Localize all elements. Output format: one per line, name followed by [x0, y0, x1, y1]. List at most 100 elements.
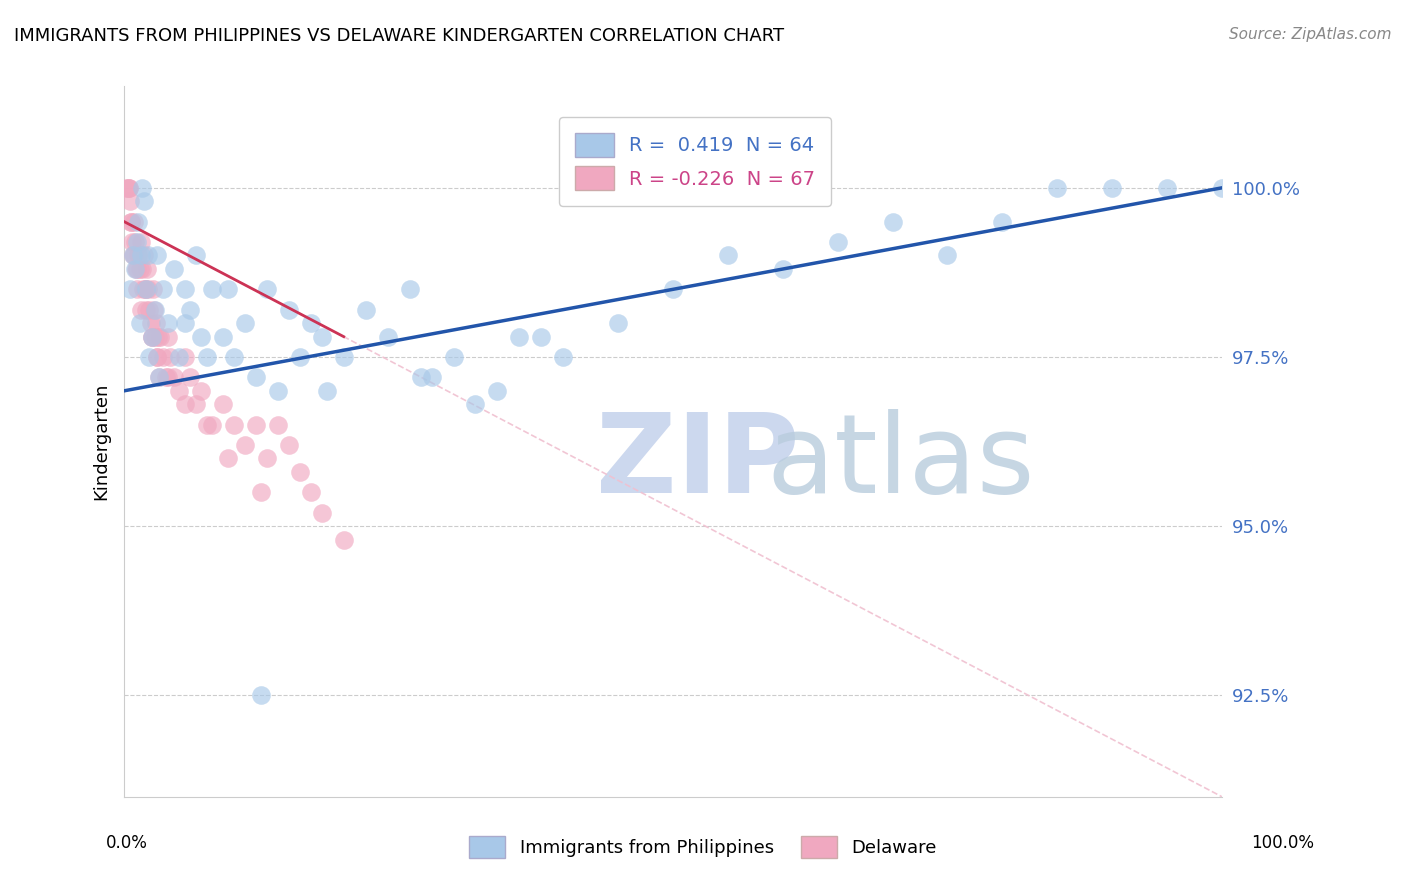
Text: atlas: atlas	[766, 409, 1035, 516]
Point	[212, 329, 235, 343]
Point	[148, 329, 170, 343]
Point	[245, 417, 267, 432]
Point	[117, 181, 139, 195]
Point	[122, 248, 145, 262]
Point	[122, 248, 145, 262]
Point	[222, 350, 245, 364]
Point	[218, 451, 240, 466]
Point	[155, 370, 177, 384]
Point	[157, 329, 180, 343]
Point	[486, 384, 509, 398]
Point	[190, 384, 212, 398]
Point	[148, 370, 170, 384]
Point	[1101, 181, 1123, 195]
Point	[120, 215, 142, 229]
Point	[122, 215, 145, 229]
Point	[179, 302, 201, 317]
Point	[173, 316, 195, 330]
Point	[332, 350, 354, 364]
Text: IMMIGRANTS FROM PHILIPPINES VS DELAWARE KINDERGARTEN CORRELATION CHART: IMMIGRANTS FROM PHILIPPINES VS DELAWARE …	[14, 27, 785, 45]
Point	[118, 194, 141, 209]
Point	[827, 235, 849, 249]
Point	[143, 302, 166, 317]
Text: ZIP: ZIP	[596, 409, 800, 516]
Text: 100.0%: 100.0%	[1251, 834, 1315, 852]
Legend: R =  0.419  N = 64, R = -0.226  N = 67: R = 0.419 N = 64, R = -0.226 N = 67	[560, 118, 831, 206]
Point	[142, 302, 165, 317]
Point	[141, 329, 163, 343]
Point	[129, 235, 152, 249]
Point	[245, 370, 267, 384]
Point	[184, 397, 207, 411]
Point	[311, 506, 333, 520]
Point	[129, 248, 152, 262]
Point	[167, 350, 190, 364]
Point	[152, 282, 174, 296]
Point	[122, 248, 145, 262]
Point	[127, 262, 149, 277]
Point	[201, 417, 224, 432]
Point	[991, 215, 1014, 229]
Text: 0.0%: 0.0%	[105, 834, 148, 852]
Point	[288, 465, 311, 479]
Point	[129, 302, 152, 317]
Point	[267, 384, 290, 398]
Point	[772, 262, 794, 277]
Point	[152, 350, 174, 364]
Point	[662, 282, 685, 296]
Point	[115, 181, 138, 195]
Point	[201, 282, 224, 296]
Point	[128, 262, 150, 277]
Point	[146, 248, 169, 262]
Point	[936, 248, 959, 262]
Point	[173, 350, 195, 364]
Point	[132, 282, 155, 296]
Point	[173, 282, 195, 296]
Point	[443, 350, 465, 364]
Point	[117, 181, 139, 195]
Point	[277, 438, 299, 452]
Point	[127, 282, 149, 296]
Point	[530, 329, 553, 343]
Point	[138, 350, 160, 364]
Point	[136, 262, 159, 277]
Point	[190, 329, 212, 343]
Point	[311, 329, 333, 343]
Point	[1156, 181, 1178, 195]
Point	[409, 370, 432, 384]
Point	[157, 316, 180, 330]
Point	[143, 329, 166, 343]
Point	[138, 282, 160, 296]
Point	[125, 262, 148, 277]
Point	[184, 248, 207, 262]
Point	[132, 194, 155, 209]
Point	[127, 215, 149, 229]
Point	[139, 316, 162, 330]
Point	[398, 282, 420, 296]
Point	[146, 350, 169, 364]
Point	[135, 282, 157, 296]
Point	[142, 282, 165, 296]
Point	[121, 235, 143, 249]
Point	[135, 282, 157, 296]
Point	[288, 350, 311, 364]
Text: Source: ZipAtlas.com: Source: ZipAtlas.com	[1229, 27, 1392, 42]
Point	[167, 384, 190, 398]
Point	[420, 370, 443, 384]
Point	[134, 282, 156, 296]
Point	[332, 533, 354, 547]
Point	[212, 397, 235, 411]
Point	[316, 384, 339, 398]
Point	[117, 181, 139, 195]
Point	[222, 417, 245, 432]
Point	[138, 248, 160, 262]
Point	[149, 329, 172, 343]
Point	[1211, 181, 1233, 195]
Point	[128, 316, 150, 330]
Point	[179, 370, 201, 384]
Point	[148, 370, 170, 384]
Point	[124, 262, 146, 277]
Point	[299, 485, 322, 500]
Point	[607, 316, 630, 330]
Point	[250, 688, 273, 702]
